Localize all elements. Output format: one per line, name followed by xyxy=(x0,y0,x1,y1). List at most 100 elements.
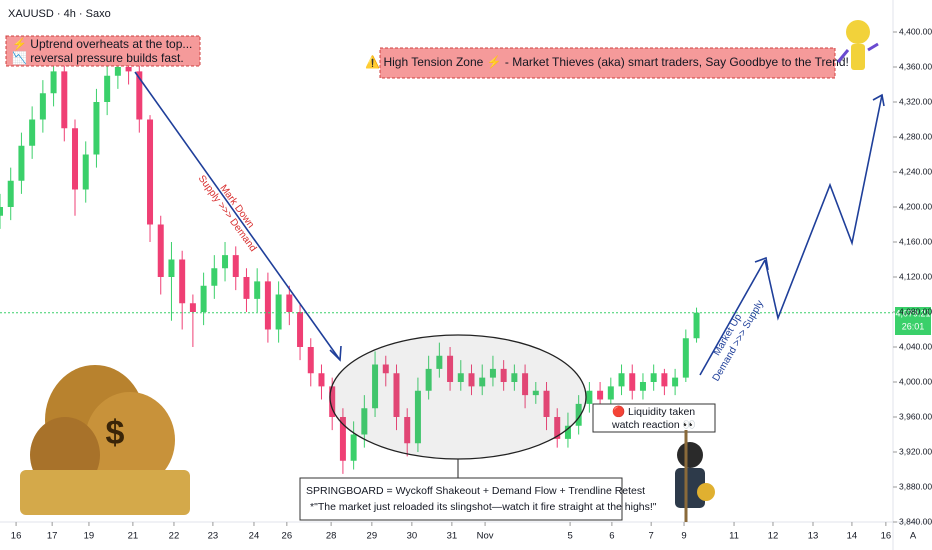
candle-body xyxy=(554,417,561,439)
x-tick-label: 13 xyxy=(808,531,819,542)
x-tick-label: 7 xyxy=(649,531,654,542)
annotation-box xyxy=(592,403,716,433)
candle-body xyxy=(7,180,14,207)
chart-title: XAUUSD · 4h · Saxo xyxy=(8,8,111,20)
candle-body xyxy=(211,268,218,286)
candle-body xyxy=(629,373,636,391)
candle-body xyxy=(468,373,475,387)
annotation-text: *"The market just reloaded its slingshot… xyxy=(310,501,657,513)
annotation-text: watch reaction 👀 xyxy=(611,419,696,431)
x-tick-label: 14 xyxy=(847,531,858,542)
consolidation-ellipse xyxy=(329,334,587,460)
annotation-text: 🔴 Liquidity taken xyxy=(612,405,695,418)
candle-body xyxy=(82,154,89,190)
x-tick-label: 16 xyxy=(11,531,22,542)
candle-body xyxy=(639,382,646,391)
y-tick-label: 4,000.00 xyxy=(899,376,932,386)
candle-body xyxy=(200,285,207,312)
y-tick-label: 4,360.00 xyxy=(899,61,932,71)
candle-body xyxy=(597,390,604,400)
candle-body xyxy=(72,128,79,190)
candle-body xyxy=(425,368,432,391)
auto-scale-button[interactable]: A xyxy=(910,531,917,542)
annotation-text: ⚡ Uptrend overheats at the top... xyxy=(12,37,192,51)
candle-body xyxy=(393,373,400,417)
candle-body xyxy=(243,277,250,299)
y-tick-label: 4,120.00 xyxy=(899,271,932,281)
plot xyxy=(0,31,897,526)
markdown-line xyxy=(134,71,341,361)
candle-body xyxy=(307,347,314,374)
x-tick-label: 21 xyxy=(128,531,139,542)
candle-body xyxy=(672,377,679,387)
candle-body xyxy=(479,377,486,387)
arrowhead xyxy=(872,93,885,107)
candle-body xyxy=(511,373,518,382)
x-tick-label: 23 xyxy=(208,531,219,542)
candle-body xyxy=(489,368,496,378)
candle-body xyxy=(286,294,293,312)
candle-body xyxy=(147,119,154,225)
annotation-box xyxy=(5,35,201,67)
candle-body xyxy=(254,281,261,299)
candle-body xyxy=(532,390,539,396)
annotation-text: SPRINGBOARD = Wyckoff Shakeout + Demand … xyxy=(306,485,645,497)
arrowhead xyxy=(754,256,769,271)
y-tick-label: 3,880.00 xyxy=(899,481,932,491)
candle-body xyxy=(382,364,389,374)
skeleton-illustration xyxy=(836,20,879,70)
x-tick-label: 26 xyxy=(282,531,293,542)
last-price-label: 4,079.21 xyxy=(895,308,930,318)
y-tick-label: 4,040.00 xyxy=(899,341,932,351)
candle-body xyxy=(575,403,582,426)
money-bags-illustration: $ xyxy=(20,365,190,515)
candle-body xyxy=(361,408,368,435)
candle-body xyxy=(607,386,614,400)
y-tick-label: 4,400.00 xyxy=(899,26,932,36)
last-price-box xyxy=(895,307,931,335)
svg-text:$: $ xyxy=(106,414,125,452)
candle-body xyxy=(414,390,421,444)
candle-body xyxy=(18,145,25,181)
x-tick-label: 16 xyxy=(881,531,892,542)
candle-body xyxy=(618,373,625,387)
candle-body xyxy=(404,417,411,444)
x-tick-label: Nov xyxy=(477,531,494,542)
candle-body xyxy=(372,364,379,409)
candle-body xyxy=(436,355,443,369)
candle-body xyxy=(168,259,175,277)
candle-body xyxy=(104,75,111,102)
candle-body xyxy=(564,425,571,439)
candle-body xyxy=(661,373,668,387)
y-tick-label: 4,280.00 xyxy=(899,131,932,141)
candle-body xyxy=(275,294,282,330)
x-tick-label: 19 xyxy=(84,531,95,542)
arrowhead xyxy=(329,345,342,362)
candle-body xyxy=(350,434,357,461)
candle-body xyxy=(586,390,593,404)
annotation-box xyxy=(299,477,623,521)
candle-body xyxy=(136,71,143,120)
x-tick-label: 17 xyxy=(47,531,58,542)
candle-body xyxy=(329,386,336,417)
candle-body xyxy=(93,102,100,155)
x-tick-label: 31 xyxy=(447,531,458,542)
markup-line xyxy=(699,259,766,376)
annotation-text: 📉 reversal pressure builds fast. xyxy=(12,51,184,65)
candle-body xyxy=(29,119,36,146)
candle-body xyxy=(0,207,3,216)
x-tick-label: 11 xyxy=(729,531,739,542)
x-tick-label: 22 xyxy=(169,531,180,542)
y-tick-label: 3,960.00 xyxy=(899,411,932,421)
annotation-text: ⚠️ High Tension Zone ⚡ - Market Thieves … xyxy=(365,55,849,69)
candle-body xyxy=(457,373,464,382)
x-tick-label: 30 xyxy=(407,531,418,542)
candle-body xyxy=(125,67,132,72)
x-tick-label: 12 xyxy=(768,531,779,542)
candle-body xyxy=(500,368,507,382)
projection-path xyxy=(764,94,883,321)
candle-body xyxy=(264,281,271,330)
candle-body xyxy=(447,355,454,382)
x-tick-label: 9 xyxy=(681,531,686,542)
